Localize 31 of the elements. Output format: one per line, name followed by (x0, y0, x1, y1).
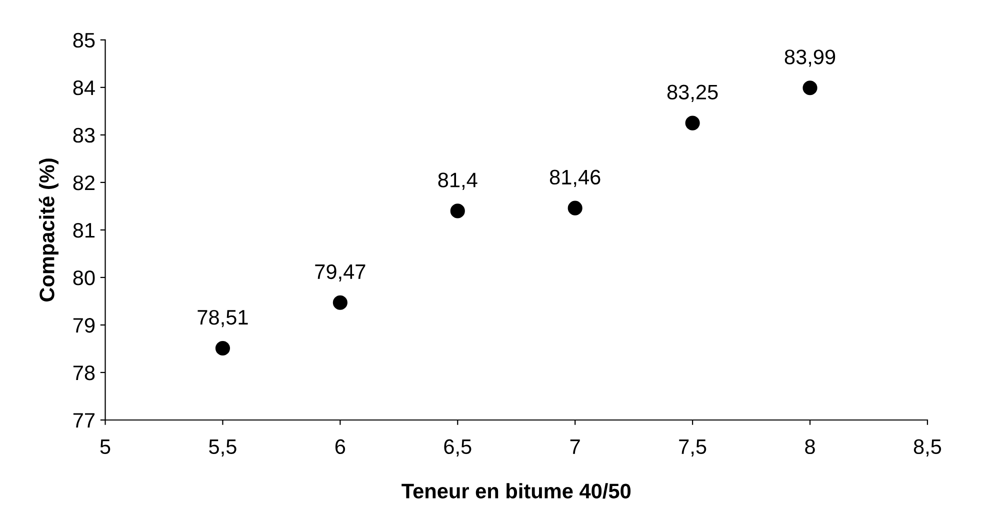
point (568, 200, 582, 216)
x-tick-label: 7 (570, 440, 580, 454)
data-label: 83,99 (784, 50, 836, 67)
x-tick-label: 5,5 (209, 440, 236, 457)
point (802, 80, 818, 96)
x-tick-label: 6 (335, 439, 346, 454)
x-tick-label: 8 (805, 439, 815, 454)
y-tick-label: 83 (73, 128, 95, 143)
y-tick-label: 78 (73, 365, 95, 380)
x-tick-label: 6,5 (444, 439, 472, 457)
data-label: 81,4 (438, 172, 478, 190)
data-label: 81,46 (550, 170, 600, 187)
y-tick-label: 79 (73, 318, 95, 333)
x-tick-label: 7,5 (679, 440, 706, 457)
data-label: 83,25 (667, 84, 718, 102)
data-label: 79,47 (315, 264, 366, 282)
y-tick-label: 85 (73, 32, 95, 48)
x-axis-title: Teneur en bitume 40/50 (402, 483, 631, 499)
y-tick-label: 77 (73, 413, 94, 428)
y-axis-title: Compacité (%) (38, 158, 58, 302)
point (215, 340, 230, 356)
y-tick-label: 81 (73, 222, 95, 238)
y-tick-label: 80 (73, 270, 95, 286)
data-label: 78,51 (198, 310, 248, 328)
y-tick-label: 84 (73, 80, 95, 96)
x-tick-label: 8,5 (914, 439, 942, 457)
point (332, 295, 348, 310)
point (685, 116, 700, 130)
x-tick-label: 5 (100, 440, 110, 454)
point (450, 204, 465, 218)
y-tick-label: 82 (73, 175, 94, 190)
